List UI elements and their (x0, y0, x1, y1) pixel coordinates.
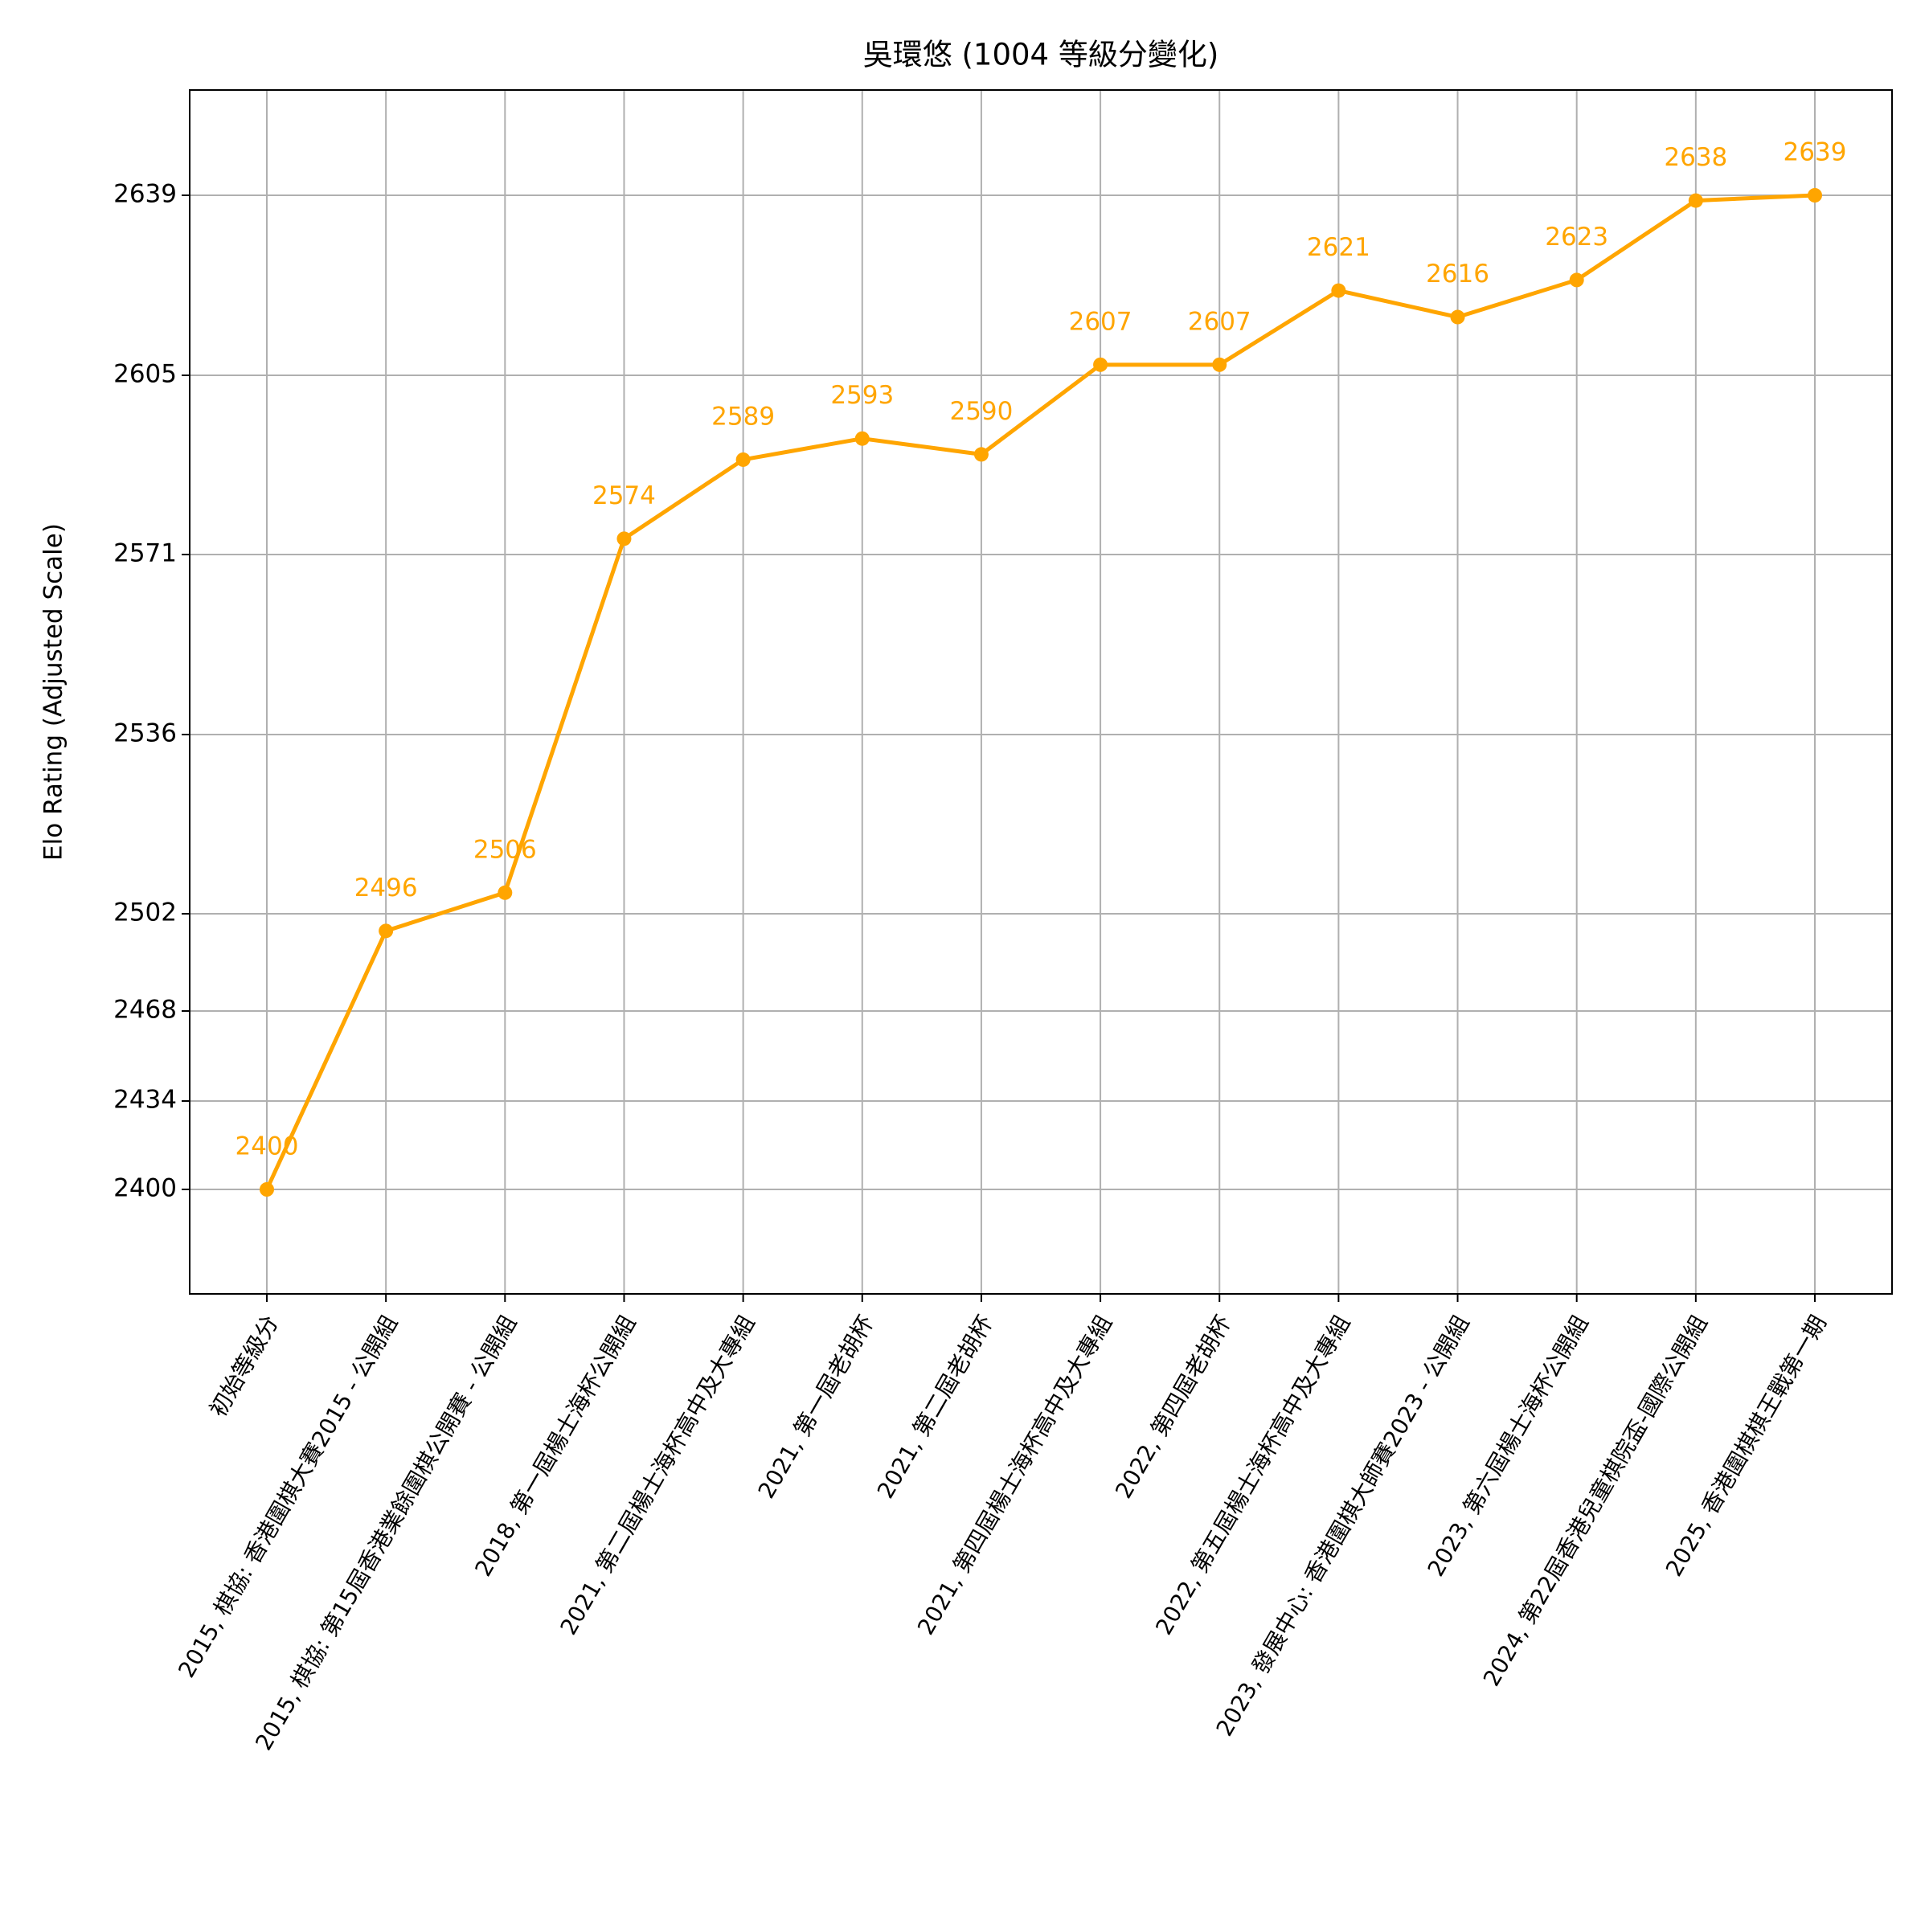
data-label: 2616 (1426, 260, 1489, 289)
data-label: 2574 (592, 481, 656, 510)
y-tick-label: 2502 (113, 898, 177, 927)
marker (1331, 283, 1346, 298)
line (264, 193, 1816, 1191)
y-tick-label: 2400 (113, 1174, 177, 1203)
data-label: 2590 (949, 397, 1013, 426)
marker (1093, 357, 1108, 372)
marker (616, 531, 632, 546)
y-tick-label: 2434 (113, 1086, 177, 1115)
chart-title: 吳環悠 (1004 等級分變化) (863, 38, 1219, 72)
marker (735, 452, 751, 467)
marker (1450, 309, 1465, 325)
marker (498, 885, 513, 900)
marker (1569, 272, 1584, 288)
y-axis-label: Elo Rating (Adjusted Scale) (39, 523, 68, 861)
data-label: 2639 (1784, 138, 1847, 167)
marker (973, 447, 989, 462)
data-label: 2607 (1188, 307, 1251, 336)
marker (1688, 193, 1703, 208)
y-tick-label: 2536 (113, 719, 177, 748)
data-label: 2623 (1545, 223, 1608, 252)
marker (1808, 188, 1822, 203)
marker (260, 1182, 274, 1197)
y-tick-label: 2639 (113, 180, 177, 209)
data-label: 2506 (473, 835, 537, 864)
plot-frame (189, 89, 1893, 1295)
data-label: 2607 (1069, 307, 1132, 336)
data-label: 2589 (711, 402, 775, 431)
data-label: 2593 (830, 381, 894, 410)
data-label: 2638 (1664, 143, 1727, 172)
marker (1212, 357, 1227, 372)
marker (379, 923, 394, 939)
y-tick-label: 2571 (113, 539, 177, 568)
data-label: 2496 (354, 874, 418, 903)
data-label: 2621 (1307, 233, 1370, 262)
data-label: 2400 (235, 1132, 299, 1161)
y-tick-label: 2468 (113, 996, 177, 1025)
y-tick-label: 2605 (113, 360, 177, 389)
marker (854, 431, 870, 446)
